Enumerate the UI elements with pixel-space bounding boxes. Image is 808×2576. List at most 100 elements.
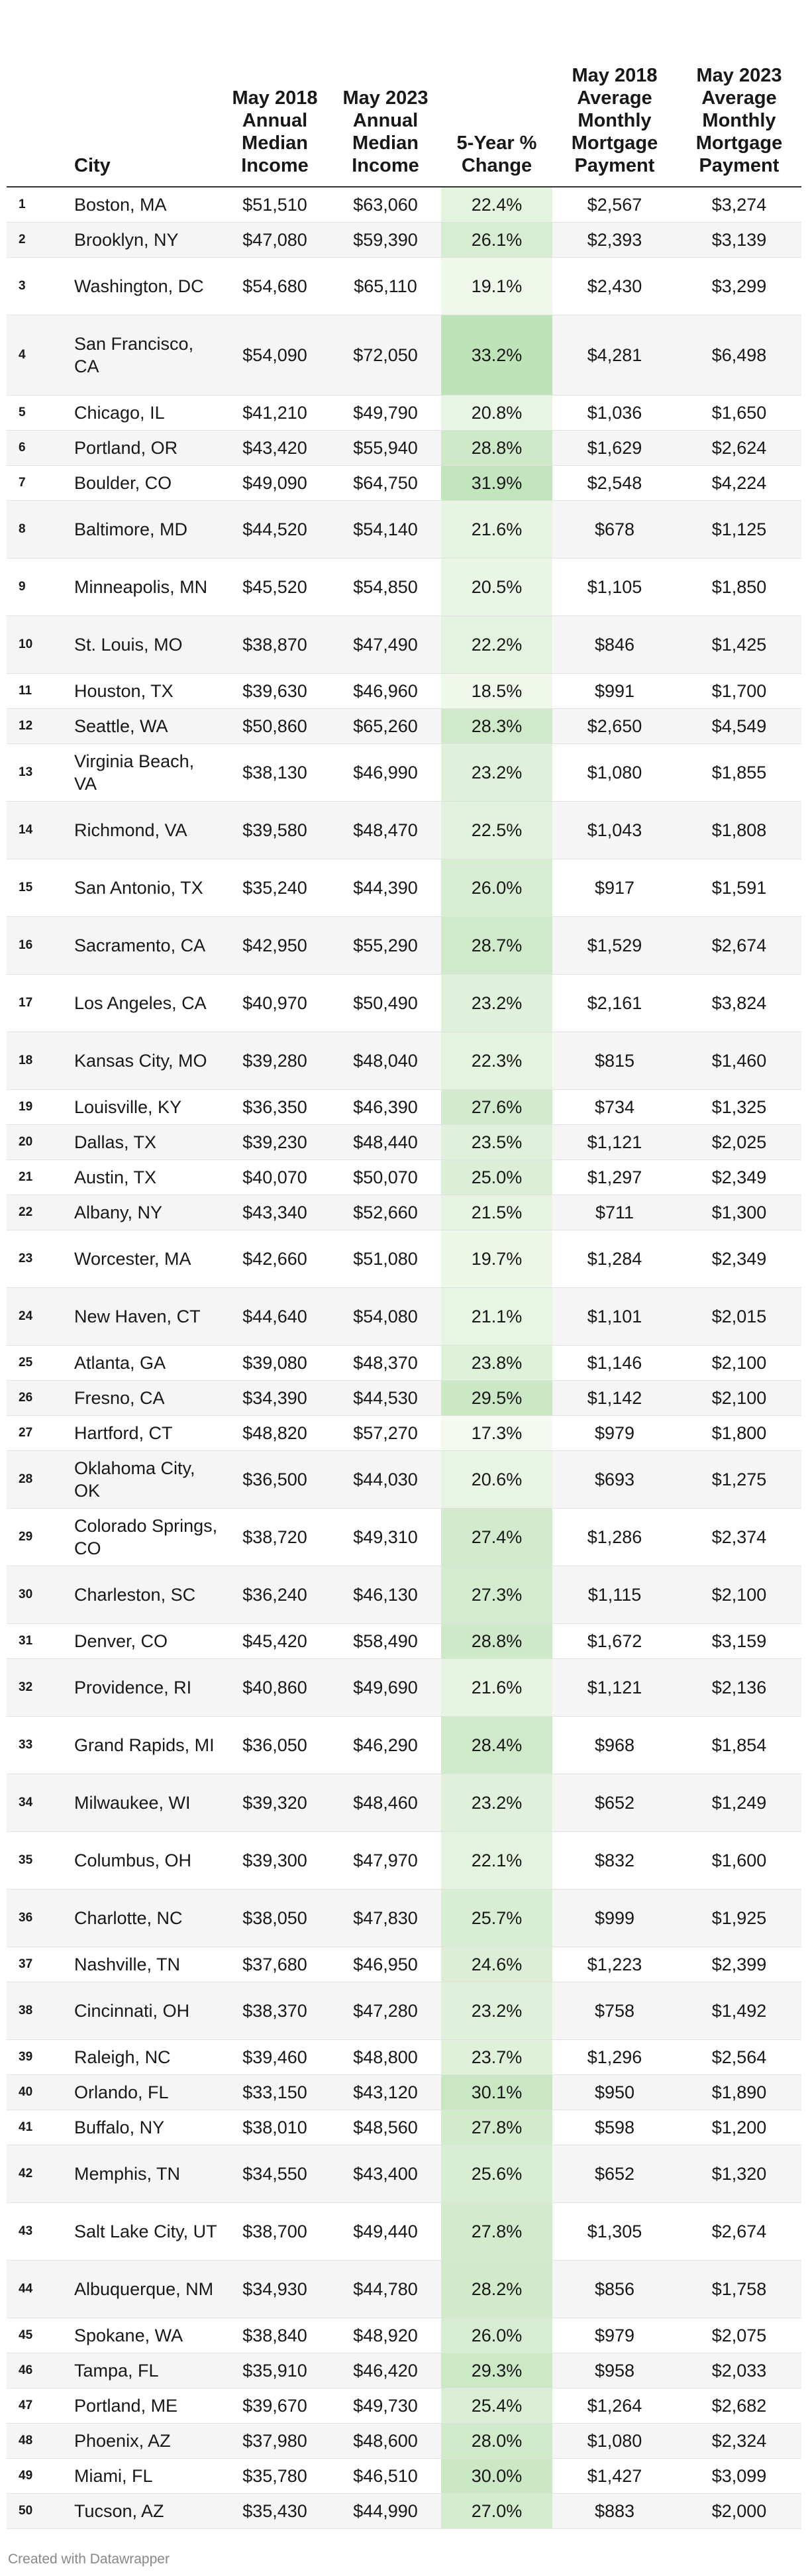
table-row: 50 Tucson, AZ $35,430 $44,990 27.0% $883 $2,00… [7,2493,801,2529]
cell-income-2018: $42,950 [220,916,330,975]
cell-city: Spokane, WA [70,2318,220,2353]
cell-income-2023: $47,970 [330,1831,441,1890]
table-row: 1 Boston, MA $51,510 $63,060 22.4% $2,567 $3,2… [7,187,801,223]
cell-income-2018: $33,150 [220,2074,330,2110]
cell-change: 23.5% [441,1124,552,1160]
cell-city: Columbus, OH [70,1831,220,1890]
cell-income-2023: $50,490 [330,974,441,1032]
cell-rank: 22 [7,1195,70,1230]
cell-mortgage-2023: $2,564 [677,2039,801,2075]
cell-rank: 27 [7,1415,70,1451]
cell-income-2023: $48,800 [330,2039,441,2075]
cell-change: 21.5% [441,1195,552,1230]
cell-change: 20.8% [441,395,552,431]
table-row: 27 Hartford, CT $48,820 $57,270 17.3% $979 $1,… [7,1415,801,1451]
footer-credit[interactable]: Created with Datawrapper [8,2551,170,2567]
cell-mortgage-2018: $883 [552,2493,677,2529]
cell-mortgage-2023: $1,600 [677,1831,801,1890]
cell-income-2018: $36,500 [220,1450,330,1509]
cell-income-2018: $38,870 [220,616,330,674]
cell-income-2018: $38,720 [220,1508,330,1566]
cell-income-2018: $34,550 [220,2145,330,2203]
table-row: 30 Charleston, SC $36,240 $46,130 27.3% $1,11… [7,1566,801,1624]
cell-income-2018: $40,970 [220,974,330,1032]
cell-change: 20.6% [441,1450,552,1509]
cell-city: Virginia Beach, VA [70,743,220,802]
cell-mortgage-2018: $815 [552,1032,677,1090]
cell-mortgage-2023: $2,136 [677,1658,801,1717]
cell-city: San Antonio, TX [70,859,220,917]
cell-income-2018: $34,930 [220,2260,330,2318]
cell-mortgage-2023: $2,033 [677,2353,801,2388]
cell-mortgage-2018: $856 [552,2260,677,2318]
cell-mortgage-2018: $1,121 [552,1658,677,1717]
cell-income-2018: $39,320 [220,1774,330,1832]
table-row: 22 Albany, NY $43,340 $52,660 21.5% $711 $1,30… [7,1195,801,1230]
cell-income-2023: $48,370 [330,1345,441,1381]
cell-mortgage-2018: $999 [552,1889,677,1947]
cell-income-2023: $48,920 [330,2318,441,2353]
cell-income-2023: $46,950 [330,1947,441,1982]
cell-mortgage-2023: $1,200 [677,2110,801,2145]
table-row: 10 St. Louis, MO $38,870 $47,490 22.2% $846 $1… [7,616,801,674]
cell-rank: 14 [7,801,70,859]
cell-rank: 40 [7,2074,70,2110]
cell-income-2023: $48,440 [330,1124,441,1160]
cell-income-2023: $65,110 [330,257,441,315]
header-rank[interactable] [7,0,70,188]
cell-mortgage-2018: $979 [552,2318,677,2353]
cell-change: 30.1% [441,2074,552,2110]
cell-change: 21.1% [441,1287,552,1346]
cell-mortgage-2023: $1,249 [677,1774,801,1832]
cell-income-2023: $63,060 [330,187,441,223]
cell-rank: 31 [7,1623,70,1659]
table-row: 49 Miami, FL $35,780 $46,510 30.0% $1,427 $3,0… [7,2458,801,2494]
header-income-2018[interactable]: May 2018 Annual Median Income [220,0,330,188]
header-change[interactable]: 5-Year % Change [441,0,552,188]
cell-mortgage-2018: $598 [552,2110,677,2145]
cell-change: 27.6% [441,1089,552,1125]
table-body: 1 Boston, MA $51,510 $63,060 22.4% $2,567 $3,2… [7,187,801,2529]
cell-city: New Haven, CT [70,1287,220,1346]
cell-city: Portland, OR [70,430,220,466]
header-city[interactable]: City [70,0,220,188]
cell-mortgage-2018: $1,529 [552,916,677,975]
cell-change: 18.5% [441,673,552,709]
header-income-2023[interactable]: May 2023 Annual Median Income [330,0,441,188]
cell-rank: 33 [7,1716,70,1774]
cell-city: Memphis, TN [70,2145,220,2203]
cell-mortgage-2018: $652 [552,1774,677,1832]
data-table: City May 2018 Annual Median Income May 2… [7,0,801,2529]
cell-rank: 48 [7,2423,70,2459]
cell-mortgage-2018: $758 [552,1982,677,2040]
cell-mortgage-2018: $1,297 [552,1159,677,1195]
cell-mortgage-2018: $832 [552,1831,677,1890]
cell-change: 28.7% [441,916,552,975]
cell-rank: 3 [7,257,70,315]
cell-change: 22.4% [441,187,552,223]
cell-income-2018: $36,350 [220,1089,330,1125]
table-row: 40 Orlando, FL $33,150 $43,120 30.1% $950 $1,8… [7,2074,801,2110]
cell-mortgage-2018: $1,121 [552,1124,677,1160]
cell-rank: 11 [7,673,70,709]
cell-mortgage-2018: $950 [552,2074,677,2110]
cell-income-2018: $43,420 [220,430,330,466]
cell-change: 31.9% [441,465,552,501]
cell-rank: 8 [7,500,70,559]
cell-income-2023: $48,470 [330,801,441,859]
table-row: 20 Dallas, TX $39,230 $48,440 23.5% $1,121 $2,… [7,1124,801,1160]
cell-mortgage-2018: $1,105 [552,558,677,616]
header-mortgage-2023[interactable]: May 2023 Average Monthly Mortgage Paymen… [677,0,801,188]
cell-change: 20.5% [441,558,552,616]
header-mortgage-2018[interactable]: May 2018 Average Monthly Mortgage Paymen… [552,0,677,188]
cell-rank: 41 [7,2110,70,2145]
cell-income-2023: $43,120 [330,2074,441,2110]
cell-rank: 17 [7,974,70,1032]
cell-change: 27.4% [441,1508,552,1566]
cell-rank: 28 [7,1450,70,1509]
cell-income-2023: $46,510 [330,2458,441,2494]
cell-mortgage-2018: $711 [552,1195,677,1230]
cell-mortgage-2023: $2,324 [677,2423,801,2459]
cell-rank: 7 [7,465,70,501]
cell-city: Portland, ME [70,2388,220,2424]
